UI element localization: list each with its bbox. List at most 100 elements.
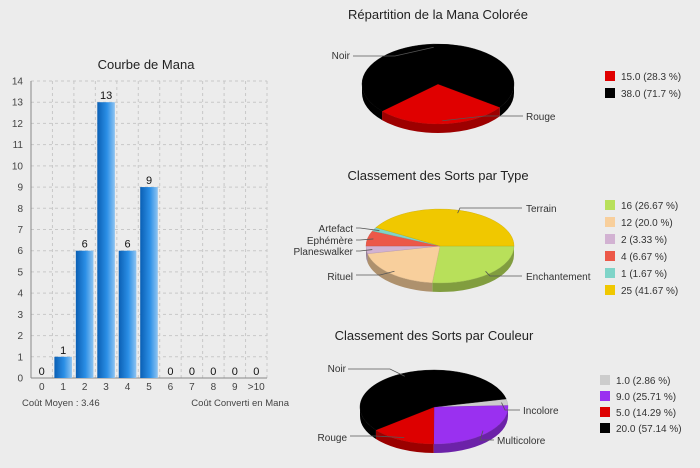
bar-value-label: 13 xyxy=(100,90,112,102)
pie-slice-noir xyxy=(361,43,515,112)
spell-type-pie: Classement des Sorts par Type 16 (26.67 … xyxy=(294,168,679,297)
legend-swatch xyxy=(605,217,615,227)
callout-label: Noir xyxy=(328,364,347,375)
callout-label: Rituel xyxy=(327,272,353,283)
bar-value-label: 0 xyxy=(189,366,195,378)
legend-swatch xyxy=(600,407,610,417)
callout-label: Artefact xyxy=(319,224,354,235)
spell-type-title: Classement des Sorts par Type xyxy=(347,168,528,183)
callout-line xyxy=(350,435,405,439)
y-tick-label: 2 xyxy=(17,331,23,342)
legend-swatch xyxy=(600,391,610,401)
x-tick-label: >10 xyxy=(248,382,265,393)
spell-color-title: Classement des Sorts par Couleur xyxy=(335,328,534,343)
callout-line xyxy=(353,46,434,57)
bar-value-label: 0 xyxy=(167,366,173,378)
bar-3 xyxy=(97,102,115,378)
y-tick-label: 13 xyxy=(12,98,24,109)
pie-slice-side xyxy=(432,246,514,292)
callout-line xyxy=(442,115,523,122)
legend-swatch xyxy=(605,200,615,210)
bar-value-label: 6 xyxy=(124,239,130,251)
legend-swatch xyxy=(600,375,610,385)
y-tick-label: 0 xyxy=(17,374,23,385)
callout-line xyxy=(348,368,405,377)
x-tick-label: 9 xyxy=(232,382,238,393)
legend-entry: 25 (41.67 %) xyxy=(621,286,678,297)
legend-swatch xyxy=(605,251,615,261)
callout-line xyxy=(501,402,520,411)
legend-swatch xyxy=(605,268,615,278)
x-tick-label: 5 xyxy=(146,382,152,393)
legend-swatch xyxy=(605,234,615,244)
bar-value-label: 0 xyxy=(253,366,259,378)
pie-slice-rituel xyxy=(367,245,441,284)
legend-entry: 4 (6.67 %) xyxy=(621,252,667,263)
legend-swatch xyxy=(605,285,615,295)
callout-line xyxy=(356,227,380,231)
bar-4 xyxy=(118,250,137,378)
callout-label: Noir xyxy=(332,51,351,62)
y-tick-label: 4 xyxy=(17,289,23,300)
pie-slice-side xyxy=(367,253,433,292)
y-tick-label: 3 xyxy=(17,310,23,321)
callout-label: Incolore xyxy=(523,406,559,417)
callout-line xyxy=(356,270,395,276)
pie-slice-enchantement xyxy=(432,245,515,284)
y-tick-label: 1 xyxy=(17,352,23,363)
callout-label: Rouge xyxy=(526,112,556,123)
pie-slice-side xyxy=(433,407,508,453)
spell-color-pie: Classement des Sorts par Couleur 1.0 (2.… xyxy=(318,328,682,453)
bar-5 xyxy=(140,187,158,378)
y-tick-label: 7 xyxy=(17,225,23,236)
bar-value-label: 0 xyxy=(232,366,238,378)
legend-swatch xyxy=(605,71,615,81)
y-tick-label: 5 xyxy=(17,267,23,278)
pie-slice-side xyxy=(499,84,514,117)
y-tick-label: 6 xyxy=(17,246,23,257)
x-tick-label: 1 xyxy=(60,382,66,393)
x-tick-label: 3 xyxy=(103,382,109,393)
colored-mana-pie: Répartition de la Mana Colorée 15.0 (28.… xyxy=(332,7,681,133)
y-tick-label: 8 xyxy=(17,204,23,215)
legend-entry: 16 (26.67 %) xyxy=(621,201,678,212)
bar-1 xyxy=(54,356,72,378)
y-tick-label: 11 xyxy=(13,140,24,151)
legend-entry: 12 (20.0 %) xyxy=(621,218,673,229)
pie-slice-noir xyxy=(359,369,507,431)
callout-line xyxy=(356,249,373,252)
legend-entry: 15.0 (28.3 %) xyxy=(621,72,681,83)
callout-line xyxy=(356,238,374,241)
callout-label: Multicolore xyxy=(497,436,546,447)
callout-label: Ephémère xyxy=(307,236,354,247)
callout-line xyxy=(479,430,494,441)
callout-label: Enchantement xyxy=(526,272,591,283)
bar-value-label: 9 xyxy=(146,175,152,187)
y-tick-label: 14 xyxy=(12,77,24,88)
legend-entry: 2 (3.33 %) xyxy=(621,235,667,246)
pie-slice-multicolore xyxy=(433,405,509,445)
mana-curve-title: Courbe de Mana xyxy=(98,57,196,72)
bar-value-label: 0 xyxy=(39,366,45,378)
callout-label: Rouge xyxy=(318,433,348,444)
x-tick-label: 7 xyxy=(189,382,195,393)
average-cost-label: Coût Moyen : 3.46 xyxy=(22,398,100,409)
legend-swatch xyxy=(600,423,610,433)
x-tick-label: 8 xyxy=(211,382,217,393)
x-tick-label: 4 xyxy=(125,382,131,393)
callout-line xyxy=(485,271,522,277)
pie-slice-side xyxy=(362,84,383,121)
y-tick-label: 9 xyxy=(17,183,23,194)
callout-line xyxy=(457,207,522,214)
legend-entry: 38.0 (71.7 %) xyxy=(621,89,681,100)
bar-value-label: 1 xyxy=(60,345,66,357)
x-axis-title: Coût Converti en Mana xyxy=(191,398,289,409)
bar-2 xyxy=(75,250,94,378)
pie-slice-side xyxy=(382,107,500,133)
bar-value-label: 0 xyxy=(210,366,216,378)
legend-swatch xyxy=(605,88,615,98)
pie-slice-rouge xyxy=(381,83,501,125)
x-tick-label: 0 xyxy=(39,382,45,393)
